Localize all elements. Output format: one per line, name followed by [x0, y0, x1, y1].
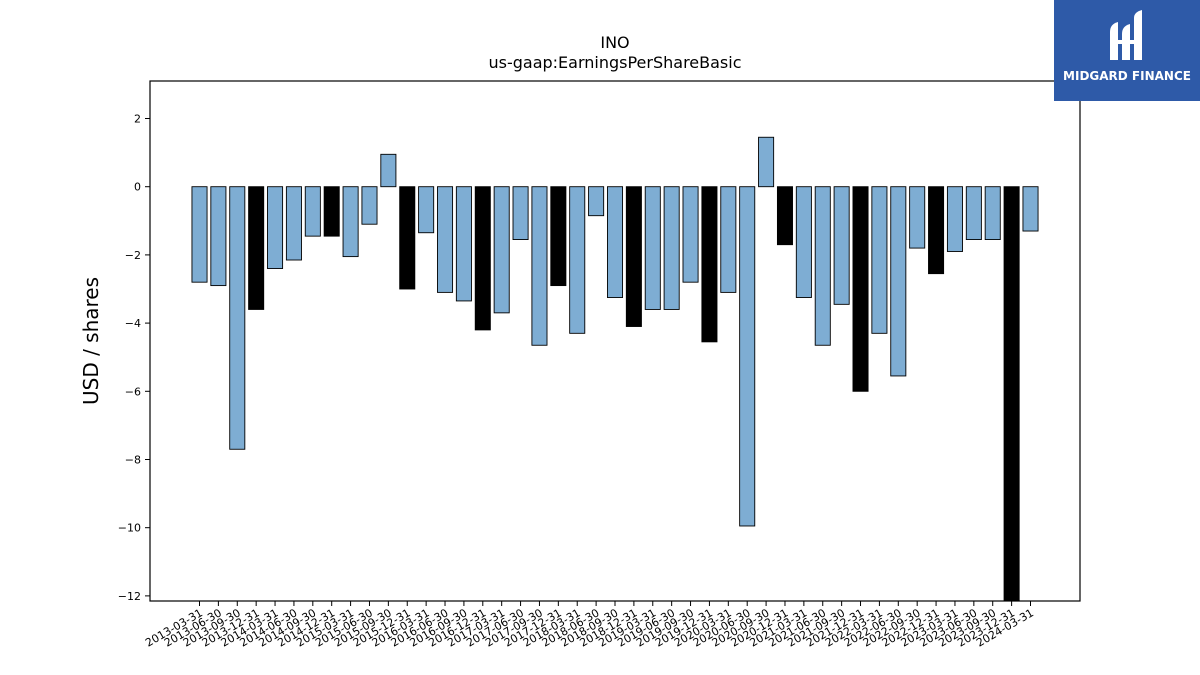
chart-title: INO [600, 33, 630, 52]
plot-frame [149, 80, 1081, 602]
bar [588, 186, 605, 217]
bar [380, 153, 397, 188]
bar [210, 186, 227, 287]
bar [1022, 186, 1039, 232]
y-tick-label: −10 [118, 522, 141, 535]
logo-mark-icon [1110, 10, 1142, 60]
bar [946, 186, 963, 252]
y-tick-label: −6 [125, 385, 141, 398]
bar [795, 186, 812, 298]
bar [852, 186, 869, 392]
bar [285, 186, 302, 261]
bar [625, 186, 642, 327]
y-tick-label: 0 [134, 181, 141, 194]
y-tick-label: −12 [118, 590, 141, 603]
bar [663, 186, 680, 310]
logo-text: MIDGARD FINANCE [1063, 69, 1191, 83]
y-tick-label: −4 [125, 317, 141, 330]
bar [758, 136, 775, 188]
bar [550, 186, 567, 287]
bar [304, 186, 321, 237]
bar [682, 186, 699, 283]
bar [437, 186, 454, 293]
bar [984, 186, 1001, 240]
bar [342, 186, 359, 258]
bar [814, 186, 831, 346]
bar [229, 186, 246, 450]
bar [399, 186, 416, 290]
bar [455, 186, 472, 302]
bar [191, 186, 208, 283]
bar [776, 186, 793, 246]
chart-subtitle: us-gaap:EarningsPerShareBasic [488, 53, 742, 72]
bar [833, 186, 850, 305]
y-tick-label: −8 [125, 453, 141, 466]
bar [965, 186, 982, 240]
y-tick-label: −2 [125, 249, 141, 262]
bar [569, 186, 586, 334]
bar [720, 186, 737, 293]
bar [928, 186, 945, 275]
bar [701, 186, 718, 343]
bar [644, 186, 661, 310]
bar [512, 186, 529, 240]
bar [871, 186, 888, 334]
bar [890, 186, 907, 377]
y-axis: 2 0 −2 −4 −6 −8 −10 −12 [118, 113, 150, 603]
bar [418, 186, 435, 234]
bar [248, 186, 265, 310]
bar [739, 186, 756, 527]
x-axis: 2013-03-312013-06-302013-09-302013-12-31… [143, 601, 1036, 650]
bar [607, 186, 624, 298]
bars-group [191, 136, 1039, 602]
bar [493, 186, 510, 314]
bar [267, 186, 284, 269]
bar [531, 186, 548, 346]
bar [474, 186, 491, 331]
bar [323, 186, 340, 237]
y-axis-label: USD / shares [79, 277, 103, 405]
bar [1003, 186, 1020, 602]
brand-logo: MIDGARD FINANCE [1054, 0, 1200, 101]
bar [361, 186, 378, 225]
y-tick-label: 2 [134, 113, 141, 126]
bar [909, 186, 926, 249]
